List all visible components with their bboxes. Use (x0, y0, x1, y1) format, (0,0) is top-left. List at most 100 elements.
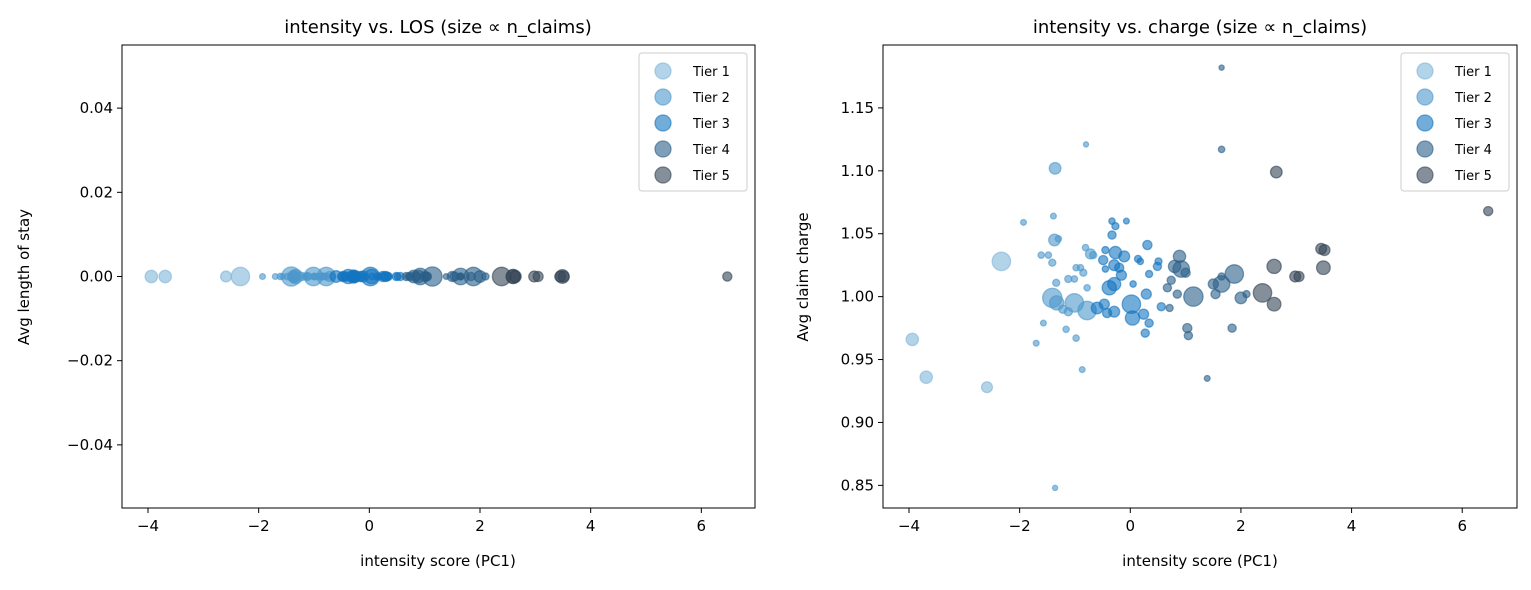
data-point (1062, 325, 1070, 334)
x-tick-label: 4 (586, 517, 596, 535)
data-point (1039, 319, 1047, 327)
data-point (1082, 141, 1090, 148)
x-tick-label: 2 (1236, 517, 1246, 535)
data-point (340, 271, 352, 282)
data-point (1122, 217, 1130, 225)
y-tick-label: 0.85 (841, 476, 874, 494)
data-point (322, 272, 331, 281)
legend-label: Tier 4 (692, 143, 730, 158)
data-point (1217, 272, 1226, 281)
data-point (271, 272, 279, 281)
data-points (905, 64, 1494, 492)
data-point (1079, 268, 1088, 277)
x-tick-label: 0 (1126, 517, 1136, 535)
data-point (1101, 307, 1113, 319)
y-tick-label: −0.04 (67, 436, 113, 454)
data-point (1083, 283, 1091, 292)
legend-marker (1416, 114, 1434, 132)
data-point (456, 272, 465, 281)
y-tick-label: 0.00 (80, 268, 113, 286)
legend-marker (654, 88, 672, 106)
x-tick-label: 6 (697, 517, 707, 535)
data-point (1088, 250, 1098, 260)
legend-label: Tier 2 (692, 91, 730, 106)
legend-marker (1416, 166, 1434, 184)
x-axis-label: intensity score (PC1) (1122, 552, 1278, 570)
chart-charge: intensity vs. charge (size ∝ n_claims) i… (794, 17, 1518, 570)
data-point (1144, 318, 1154, 328)
data-point (1252, 283, 1273, 303)
legend-label: Tier 1 (692, 65, 730, 80)
x-tick-label: −2 (1009, 517, 1031, 535)
legend-marker (1416, 140, 1434, 158)
data-point (258, 272, 267, 281)
data-point (1172, 289, 1183, 299)
chart-los: intensity vs. LOS (size ∝ n_claims) inte… (15, 17, 756, 570)
y-tick-label: 1.10 (841, 162, 874, 180)
data-point (297, 271, 307, 282)
data-point (1162, 283, 1173, 293)
legend: Tier 1 Tier 2 Tier 3 Tier 4 Tier 5 (1400, 52, 1510, 192)
data-point (1166, 275, 1176, 286)
data-point (905, 332, 920, 347)
legend-label: Tier 1 (1454, 65, 1492, 80)
x-tick-label: 2 (475, 517, 485, 535)
data-point (1107, 276, 1122, 292)
data-point (1315, 260, 1331, 276)
x-tick-label: 0 (365, 517, 375, 535)
data-point (311, 272, 319, 281)
x-tick-label: −2 (248, 517, 270, 535)
y-tick-label: −0.02 (67, 352, 113, 370)
y-tick-label: 0.95 (841, 351, 874, 369)
data-point (980, 381, 994, 394)
data-point (1293, 270, 1305, 283)
x-tick-label: −4 (898, 517, 920, 535)
data-point (1115, 269, 1128, 281)
data-point (422, 271, 433, 282)
data-point (1183, 286, 1204, 307)
axes-frame (882, 44, 1518, 509)
y-axis-label: Avg length of stay (15, 209, 33, 345)
data-point (1054, 234, 1063, 243)
legend-marker (654, 62, 672, 80)
data-point (1266, 296, 1282, 312)
data-point (1051, 484, 1059, 492)
data-point (1111, 221, 1120, 231)
data-point (1107, 230, 1117, 240)
chart-title: intensity vs. LOS (size ∝ n_claims) (284, 17, 591, 38)
data-point (1048, 258, 1057, 267)
data-point (1224, 264, 1245, 284)
data-point (1203, 374, 1211, 382)
data-point (1142, 239, 1153, 251)
data-point (290, 273, 298, 280)
legend-label: Tier 3 (1454, 117, 1492, 132)
legend-marker (654, 140, 672, 158)
y-tick-label: 1.00 (841, 288, 874, 306)
legend-label: Tier 4 (1454, 143, 1492, 158)
data-point (1078, 366, 1086, 374)
y-tick-label: 1.15 (841, 99, 874, 117)
data-point (481, 272, 490, 281)
data-point (278, 272, 287, 281)
data-point (1269, 165, 1283, 179)
legend-label: Tier 5 (692, 169, 730, 184)
data-point (1118, 250, 1131, 263)
data-point (1156, 301, 1167, 312)
x-tick-label: 4 (1347, 517, 1357, 535)
data-point (991, 251, 1012, 272)
data-point (1152, 261, 1163, 272)
data-point (554, 269, 570, 284)
data-point (1129, 280, 1137, 288)
data-point (1072, 334, 1080, 342)
data-point (1101, 265, 1110, 273)
data-point (1140, 328, 1150, 338)
data-point (1044, 251, 1053, 259)
data-point (1183, 330, 1194, 341)
data-point (1266, 258, 1282, 275)
data-point (1140, 288, 1152, 300)
data-point (1482, 205, 1494, 217)
data-point (1217, 145, 1226, 154)
legend-marker (654, 114, 672, 132)
data-point (219, 270, 233, 283)
